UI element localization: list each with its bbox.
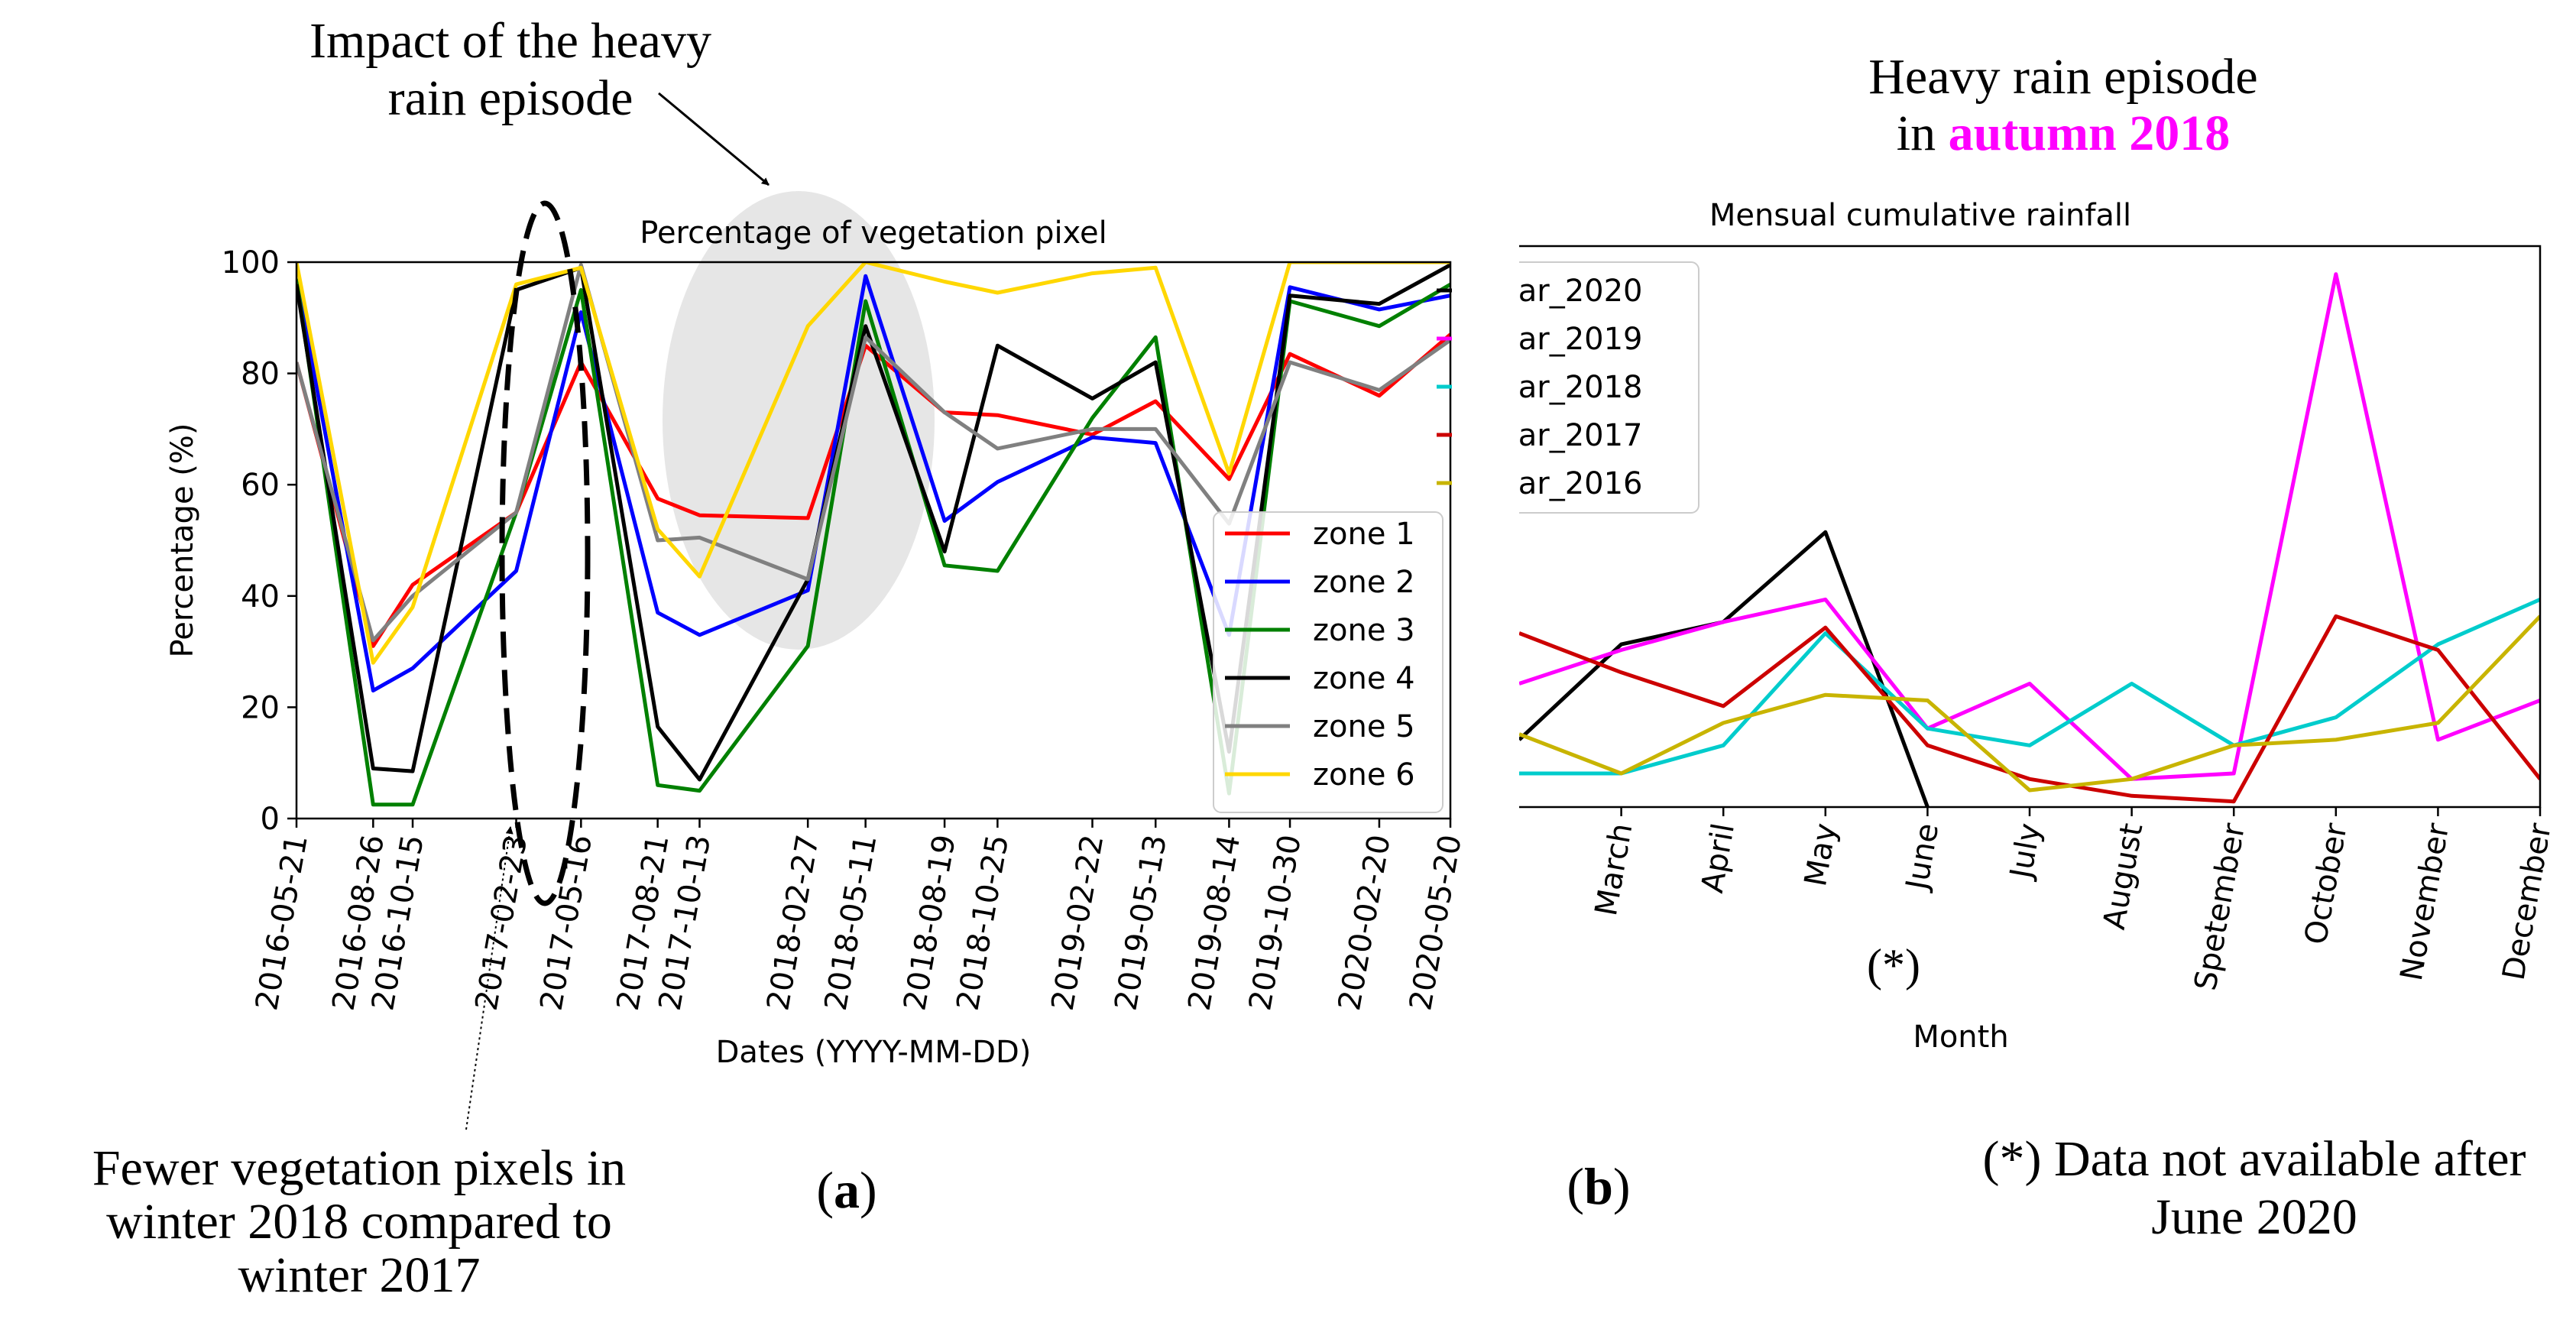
fewer-pixels-line1: Fewer vegetation pixels in — [92, 1140, 626, 1196]
chart-a-legend-label: zone 2 — [1313, 565, 1415, 600]
chart-b-xtick-label: August — [2097, 821, 2150, 932]
chart-b-title: Mensual cumulative rainfall — [1709, 198, 2131, 233]
chart-a-xtick-label: 2018-10-25 — [951, 832, 1016, 1013]
chart-b-series-year-2017 — [1519, 614, 2540, 804]
chart-a-legend-label: zone 6 — [1313, 757, 1415, 793]
chart-a-xtick-label: 2019-08-14 — [1182, 832, 1248, 1013]
chart-a-xtick-label: 2018-02-27 — [760, 832, 826, 1013]
chart-b-xtick-label: October — [2299, 820, 2354, 947]
impact-label-line2: rain episode — [388, 70, 633, 126]
chart-b-series-year-2019 — [1519, 272, 2540, 781]
chart-a-xtick-label: 2020-05-20 — [1403, 832, 1469, 1013]
chart-a-ytick-label: 40 — [241, 579, 280, 614]
chart-b-xtick-label: April — [1695, 821, 1742, 896]
chart-b-xtick-label: July — [2004, 821, 2048, 883]
heavy-rain-label-line1: Heavy rain episode — [1868, 49, 2257, 105]
chart-a-legend-label: zone 1 — [1313, 517, 1415, 552]
chart-a-xtick-label: 2020-02-20 — [1332, 832, 1398, 1013]
chart-a-frame — [295, 261, 1452, 820]
heavy-rain-highlight: autumn 2018 — [1949, 105, 2231, 161]
panel-label-a-letter: a — [834, 1161, 860, 1219]
chart-b-xtick-label: June — [1899, 821, 1946, 895]
chart-a-xtick-label: 2019-05-13 — [1108, 832, 1174, 1013]
chart-b-xlabel: Month — [1913, 1020, 2008, 1055]
chart-a-xlabel: Dates (YYYY-MM-DD) — [716, 1035, 1032, 1070]
chart-a-legend-label: zone 5 — [1313, 709, 1415, 744]
chart-b: Year_2020Year_2019Year_2018Year_2017Year… — [1437, 198, 2558, 1055]
chart-a-yticks: 0 20 40 60 80 100 — [222, 245, 296, 837]
chart-a-xtick-label: 2017-02-23 — [469, 832, 535, 1013]
chart-a-ytick-label: 60 — [241, 468, 280, 503]
chart-a-ytick-label: 80 — [241, 357, 280, 392]
star-marker: (*) — [1867, 940, 1920, 990]
chart-a-xtick-label: 2016-05-21 — [249, 832, 315, 1013]
chart-b-xtick-label: December — [2497, 820, 2558, 983]
chart-a-legend: zone 1 zone 2 zone 3 zone 4 zone 5 zone 6 — [1213, 511, 1444, 813]
heavy-rain-label-line2: in autumn 2018 — [1897, 105, 2230, 161]
chart-a-legend-box — [1213, 511, 1444, 813]
chart-b-xtick-label: Spetember — [2188, 820, 2252, 993]
fewer-pixels-line3: winter 2017 — [238, 1247, 480, 1303]
chart-b-xtick-label: May — [1798, 821, 1844, 889]
chart-a-ytick-label: 100 — [222, 245, 280, 280]
heavy-rain-prefix: in — [1897, 105, 1949, 161]
chart-a-series-zone-6 — [296, 262, 1450, 665]
chart-a-series-zone-5 — [296, 263, 1450, 643]
chart-b-xticks: March April May June July August Spetember Octo… — [1589, 807, 2558, 993]
chart-a-xtick-label: 2019-10-30 — [1243, 832, 1308, 1013]
impact-arrow — [658, 92, 770, 186]
fewer-pixels-line2: winter 2018 compared to — [106, 1194, 612, 1250]
impact-label-line1: Impact of the heavy — [309, 13, 711, 69]
note-line1: (*) Data not available after — [1983, 1131, 2526, 1187]
chart-a-series-zone-1 — [296, 332, 1450, 648]
chart-a-legend-label: zone 4 — [1313, 661, 1415, 696]
chart-b-lines — [1519, 272, 2540, 807]
chart-b-series-year-2018 — [1519, 598, 2540, 776]
chart-b-xtick-label: November — [2394, 820, 2457, 983]
chart-a-ytick-label: 20 — [241, 690, 280, 725]
winter-dashed-ellipse — [499, 200, 591, 906]
panel-label-a: (a) — [816, 1161, 876, 1219]
annotations: Impact of the heavy rain episode Heavy r… — [92, 13, 2526, 1303]
chart-a-ytick-label: 0 — [261, 802, 280, 837]
chart-a-lines — [296, 262, 1450, 807]
chart-a-xtick-label: 2018-05-11 — [818, 832, 884, 1013]
chart-a-ylabel: Percentage (%) — [165, 423, 200, 658]
panel-label-b: (b) — [1567, 1157, 1630, 1215]
panel-label-b-letter: b — [1584, 1157, 1613, 1215]
chart-b-xtick-label: March — [1589, 821, 1639, 919]
chart-a-title: Percentage of vegetation pixel — [640, 216, 1107, 251]
chart-a-xtick-label: 2019-02-22 — [1045, 832, 1111, 1013]
chart-b-crop-mask — [1452, 229, 1519, 833]
chart-a-legend-label: zone 3 — [1313, 613, 1415, 648]
impact-shaded-region — [663, 191, 935, 650]
note-line2: June 2020 — [2151, 1189, 2357, 1245]
chart-a-xtick-label: 2018-08-19 — [897, 832, 963, 1013]
chart-b-series-year-2016 — [1519, 614, 2540, 793]
